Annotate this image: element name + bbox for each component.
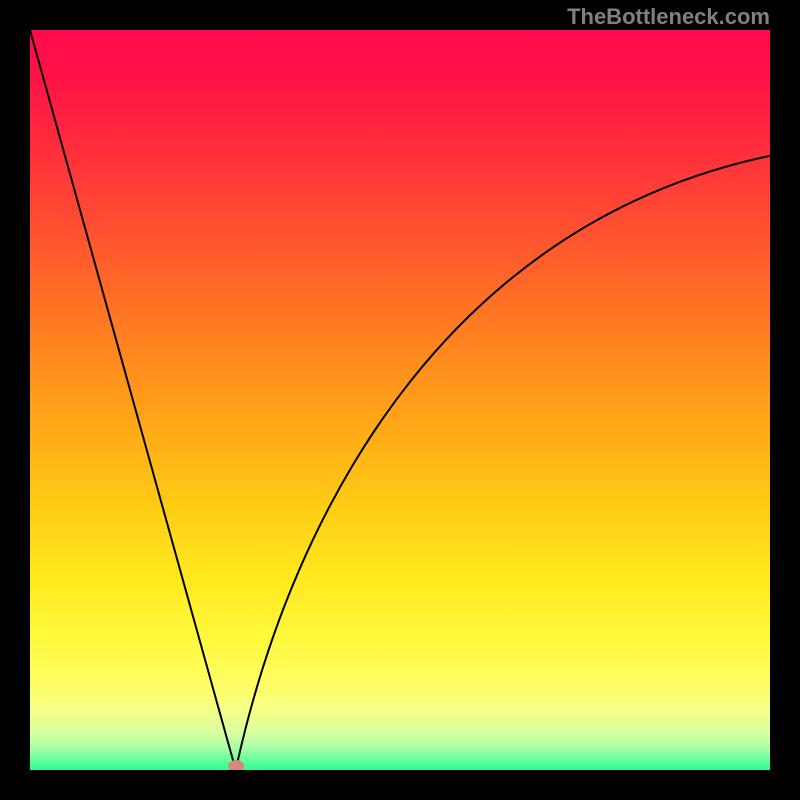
figure-root: TheBottleneck.com (0, 0, 800, 800)
min-marker-dot (228, 760, 244, 770)
curve-path (30, 30, 770, 770)
curve-plot (30, 30, 770, 770)
plot-area (30, 30, 770, 770)
watermark-text: TheBottleneck.com (567, 4, 770, 30)
